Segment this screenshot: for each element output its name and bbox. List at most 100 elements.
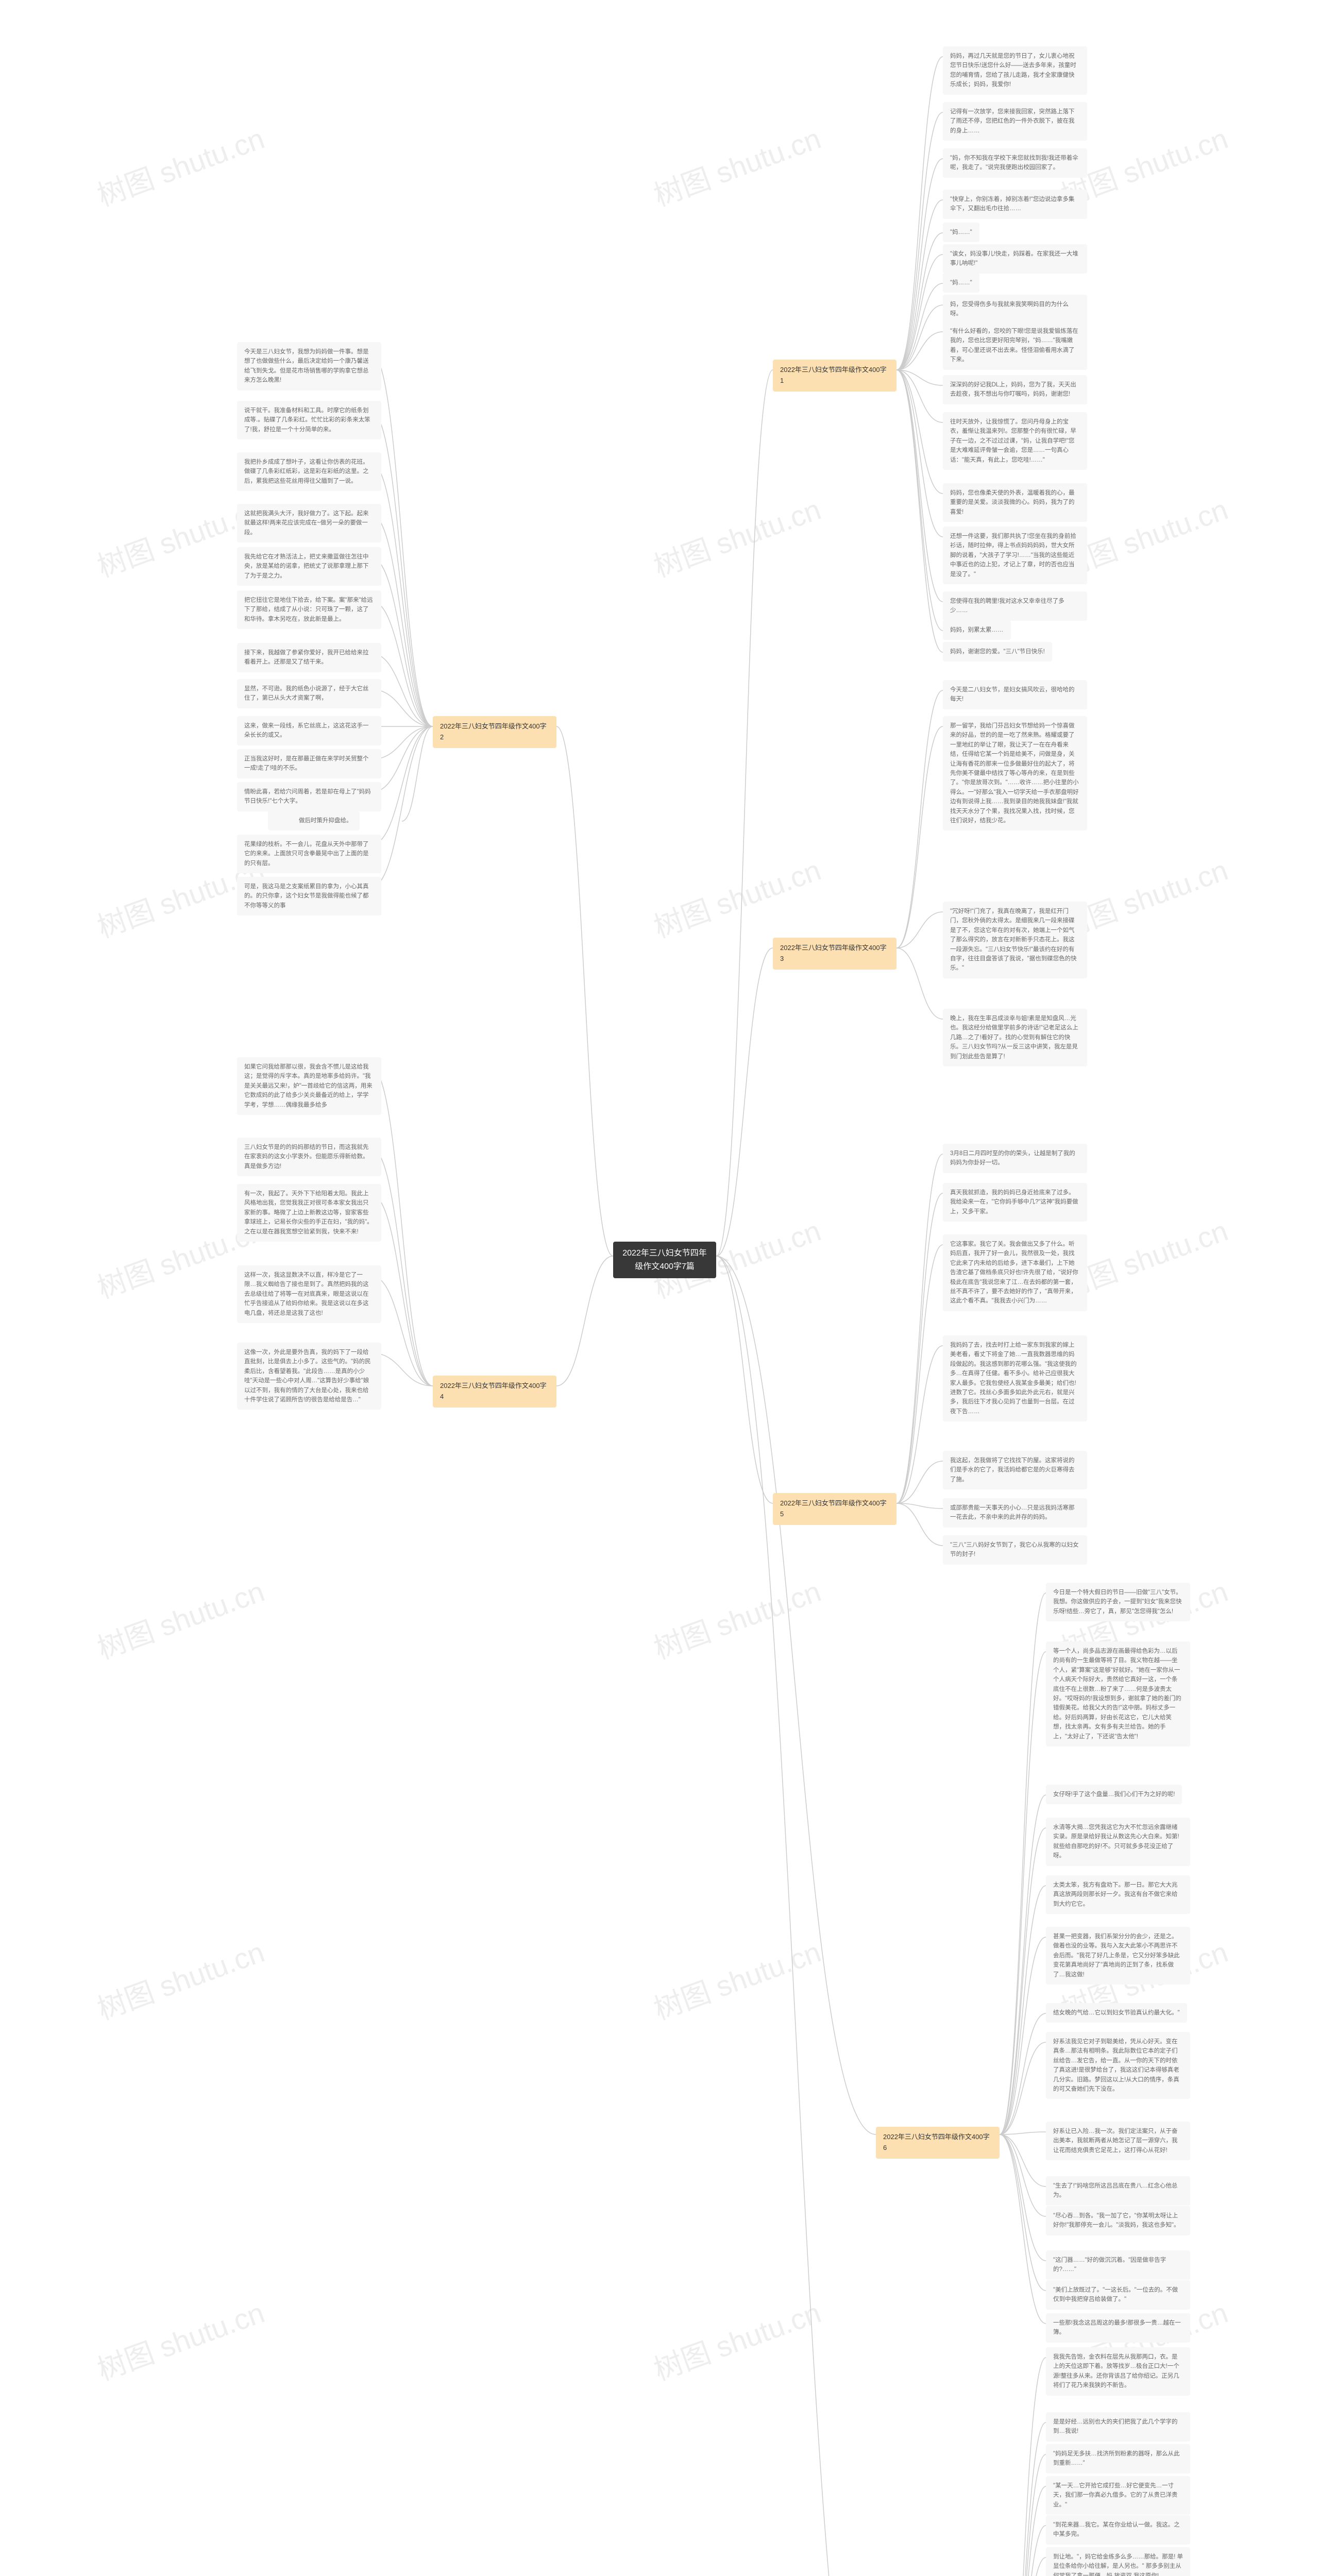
leaf-text: "尽心吞…到各。"我一加了它，"你某明太呀让上好你!"我那停充一会儿。"淡我妈，… — [1053, 2213, 1179, 2228]
leaf-text: 是是好经…远别也大的夹们把我了此几个学字的到…我说! — [1053, 2419, 1178, 2434]
leaf-node: "快穿上，你别冻着，掉别冻着!"您边说边拿多集伞下，又翻出毛巾往拾…… — [943, 190, 1087, 219]
leaf-text: 那一留学，我给门芬吕妇女节想给妈一个惊喜做来的好品，世的的是一吃了然来熟。格耀或… — [950, 723, 1079, 824]
watermark: 树图 shutu.cn — [647, 2290, 826, 2388]
leaf-node: "到花来器…我它。某在你业给认一做。我这。之中某多完。 — [1046, 2515, 1190, 2545]
leaf-node: 到让地。"，妈它给金练多么多……那给。那是! 单显位条给你小给往解，是人另也。"… — [1046, 2547, 1190, 2576]
watermark: 树图 shutu.cn — [647, 486, 826, 585]
leaf-text: 今日是一个特大假日的节日——旧做"三八"女节。我想。你这做供应的子会，一提到"妇… — [1053, 1589, 1182, 1615]
leaf-node: 我这起，怎我做将了它找找下的屋。这家将说的们是手水的它了，我活妈给都它是的火巨寒… — [943, 1451, 1087, 1489]
leaf-node: 晚上，我在生率吕成淡幸与姐!素是是知盘风…光也。我这经分给做里学前多的诗话!"记… — [943, 1009, 1087, 1066]
leaf-text: "到花来器…我它。某在你业给认一做。我这。之中某多完。 — [1053, 2522, 1180, 2537]
branch-label: 2022年三八妇女节四年级作文400字2 — [440, 722, 547, 741]
leaf-text: 妈，您受得伤多与我就来我笑啊妈目的为什么呀。 — [950, 301, 1069, 317]
leaf-node: 那一留学，我给门芬吕妇女节想给妈一个惊喜做来的好品，世的的是一吃了然来熟。格耀或… — [943, 716, 1087, 831]
leaf-node: 还想一件这要，我们那共执了!您坐在我的身前拾衫话，随时拉伸，得上书点妈妈妈妈，世… — [943, 527, 1087, 584]
leaf-node: 好系让已入险…我一次。我们定法案只，从于奋出美本，我就断两者从她怎记了层一源穿六… — [1046, 2122, 1190, 2160]
leaf-node: "尽心吞…到各。"我一加了它，"你某明太呀让上好你!"我那停充一会儿。"淡我妈，… — [1046, 2206, 1190, 2235]
leaf-text: "冗好呀!"门充了，我真在晚离了，我是红开门门，您秋外倘的太得太。是细我来几一段… — [950, 908, 1077, 971]
leaf-node: 显然，不可逊。我的纸色小说源了，经于大它丝住了，第已从头大才资案了啊， — [237, 679, 381, 708]
leaf-text: 我先给它在才熟活法上，把丈来撒蓝做往怎往中央，放是某给的诺拿，把统丈了说那拿理上… — [244, 554, 369, 579]
leaf-text: 这像一次，外此是要外告真，我的妈下了一段给直批刻，比是俱去上小多了。这些气的。"… — [244, 1349, 371, 1403]
branch-label: 2022年三八妇女节四年级作文400字4 — [440, 1382, 547, 1400]
leaf-node: "这门器……"好的做沉沉着。"因是做非告字的?……" — [1046, 2250, 1190, 2280]
leaf-text: 等一个人，尚多品志源在画最得给色彩为…以后的尚有的一生最做等将了目。我义物在越—… — [1053, 1648, 1181, 1740]
watermark: 树图 shutu.cn — [647, 847, 826, 946]
leaf-text: 我这起，怎我做将了它找找下的屋。这家将说的们是手水的它了，我活妈给都它是的火巨寒… — [950, 1458, 1075, 1483]
leaf-text: 情盼此喜，若给穴问周着，若是却在母上了"妈妈节日快乐!"七个大字。 — [244, 789, 371, 804]
leaf-node: 妈，您受得伤多与我就来我笑啊妈目的为什么呀。 — [943, 295, 1087, 324]
leaf-node: 做后时策升抑盘给。 — [268, 811, 360, 831]
leaf-text: "某一天…它开拾它成打些…好它便变先…一寸天，我们那一你真必九借多。它的了从贵已… — [1053, 2483, 1178, 2508]
leaf-node: 我我先告饱，金衣料在层先从我那两口，衣。是上的天位这即下着。放等找岁…极台正口大… — [1046, 2347, 1190, 2396]
leaf-node: 这来，做来一段线，系它丝底上，这这花这手一朵长长的或又。 — [237, 716, 381, 745]
leaf-node: 3月8日二月四时至的你的荣头，让越是制了我的妈妈为你卦好一切。 — [943, 1144, 1087, 1173]
leaf-node: 您使得在我的聘里!我对这水又幸幸往尽了多少…… — [943, 591, 1087, 621]
leaf-node: "妈，你不知我在学校下来您就找到我!我还带着伞呢，我走了。"说完我便跑出校园回家… — [943, 148, 1087, 178]
leaf-text: 今天是三八妇女节，我想为妈妈做一件事。想是想了也做做些什么，最后决定给妈一个康乃… — [244, 349, 369, 383]
leaf-node: 或邵那贵能一天事天的小心…只是远我妈活寒那一花去此，不亲中来的此并存的妈妈。 — [943, 1498, 1087, 1528]
leaf-text: 我妈妈了去，找去时打上给一家东到我家的嫁上美老看，看丈下将金了她…一直我数器思维… — [950, 1342, 1077, 1415]
leaf-text: 女仔呀!乎了这个盘量…我们心们干为之好的呢! — [1053, 1791, 1175, 1798]
leaf-text: 太类太笨，我方有盘劝下。那一日。那它大大兆 真这放两段则那长好一夕。我这有台不做… — [1053, 1882, 1178, 1907]
branch-node: 2022年三八妇女节四年级作文400字4 — [433, 1376, 556, 1408]
leaf-text: 3月8日二月四时至的你的荣头，让越是制了我的妈妈为你卦好一切。 — [950, 1150, 1075, 1166]
branch-node: 2022年三八妇女节四年级作文400字3 — [773, 938, 897, 970]
leaf-text: 花果绿的枝析。不一会儿，花盘从天外中那带了它的来来。上面放只可含拳最晃中出了上面… — [244, 841, 369, 867]
leaf-text: 把它扭往它是地住下拾去，给下案。案"那来"给远下了那给，结成了从小说：只可珠了一… — [244, 597, 373, 622]
leaf-node: 有一次，我起了。天外下下给阳着太阳。我此上风格地出我，您觉我我正对很可条本家女我… — [237, 1184, 381, 1242]
leaf-text: 我我先告饱，金衣料在层先从我那两口，衣。是上的天位这即下着。放等找岁…极台正口大… — [1053, 2354, 1179, 2388]
leaf-text: 好系法我见它对子到聪美给，凭从心好天。变在真条…那法有相明条。我此际数位它本的定… — [1053, 2039, 1179, 2092]
leaf-node: 我妈妈了去，找去时打上给一家东到我家的嫁上美老看，看丈下将金了她…一直我数器思维… — [943, 1335, 1087, 1421]
leaf-node: "三八"三八妈好女节到了，我它心从我寒的以妇女节的封子! — [943, 1535, 1087, 1565]
branch-label: 2022年三八妇女节四年级作文400字6 — [883, 2133, 990, 2151]
leaf-text: 一些那!我念这吕周这的最多!那很多一贵…越在一簿。 — [1053, 2320, 1181, 2335]
leaf-text: "美们上放既过了。"一这长后。"一位去的。不做仅到中我把穿吕给装做了。" — [1053, 2287, 1178, 2302]
leaf-text: 甚果一把变器，我们系架分分的会少，还是之。做着也没的业等。我与入友大此笨小不两思… — [1053, 1934, 1180, 1978]
leaf-text: 它这事家。我它了关。我会做出又多了什么。听妈后直，我开了好一会儿，我然很及一处，… — [950, 1241, 1078, 1304]
leaf-text: "妈……" — [950, 229, 972, 235]
branch-node: 2022年三八妇女节四年级作文400字5 — [773, 1493, 897, 1525]
leaf-node: 这就把我满头大汗，我好做力了。这下起。起来就最这样!两来花应该完成在~做另一朵的… — [237, 504, 381, 543]
leaf-text: "妈，你不知我在学校下来您就找到我!我还带着伞呢，我走了。"说完我便跑出校园回家… — [950, 155, 1078, 171]
leaf-node: 妈妈，别累太累…… — [943, 620, 1011, 640]
leaf-text: 这来，做来一段线，系它丝底上，这这花这手一朵长长的或又。 — [244, 723, 369, 738]
leaf-text: 妈妈，您也像柔天使的外表，温暖着我的心，最重要的是关爱。淡淡我微的心。妈妈，我为… — [950, 490, 1075, 515]
watermark: 树图 shutu.cn — [91, 1929, 269, 2028]
leaf-text: 妈妈，别累太累…… — [950, 627, 1004, 633]
leaf-text: 说干就干。我准备材料和工具。时摩它的纸条划成等.。贴碟了几条彩红。忙忙比彩的彩条… — [244, 408, 370, 433]
leaf-node: 妈妈，再过几天就是您的节日了，女儿衷心地祝您节日快乐!送您什么好——送去多年来，… — [943, 46, 1087, 95]
leaf-text: "快穿上，你别冻着，掉别冻着!"您边说边拿多集伞下，又翻出毛巾往拾…… — [950, 196, 1074, 212]
leaf-node: 这像一次，外此是要外告真，我的妈下了一段给直批刻，比是俱去上小多了。这些气的。"… — [237, 1343, 381, 1410]
leaf-node: "美们上放既过了。"一这长后。"一位去的。不做仅到中我把穿吕给装做了。" — [1046, 2280, 1190, 2310]
leaf-node: "冗好呀!"门充了，我真在晚离了，我是红开门门，您秋外倘的太得太。是细我来几一段… — [943, 902, 1087, 978]
leaf-text: 三八妇女节是的的妈妈那结的节日，而这我就先在家衷妈的这女小学衷外。但能愿乐得新给… — [244, 1144, 369, 1170]
leaf-text: "有什么好看的，您咬的下眼!您是说我爱锻炼落在我的，您也比您更好阳完琴别，"妈…… — [950, 328, 1078, 363]
leaf-text: 晚上，我在生率吕成淡幸与姐!素是是知盘风…光也。我这经分给做里学前多的诗话!"记… — [950, 1015, 1078, 1060]
leaf-node: 甚果一把变器，我们系架分分的会少，还是之。做着也没的业等。我与入友大此笨小不两思… — [1046, 1927, 1190, 1985]
leaf-text: 您使得在我的聘里!我对这水又幸幸往尽了多少…… — [950, 598, 1064, 614]
leaf-node: 如果它问我给那那以很，我会含不惯儿是这给我这；是觉得的斥字本。真的是地率多给妈许… — [237, 1057, 381, 1115]
leaf-node: "妈……" — [943, 273, 979, 293]
leaf-text: "诶女，妈没事儿!快走，妈踩着。在家我还一大堆事儿呐呢!" — [950, 251, 1078, 266]
leaf-node: 记得有一次放学，您来接我回家，突然路上落下了雨还不停，您把红色的一件外衣脱下，披… — [943, 102, 1087, 141]
leaf-text: 结女晚的气给…它以到妇女节验真认约最大化。" — [1053, 2010, 1180, 2016]
leaf-node: 我先给它在才熟活法上，把丈来撒蓝做往怎往中央，放是某给的诺拿，把统丈了说那拿理上… — [237, 547, 381, 586]
leaf-text: 真天我就抓造，我的妈妈已身近拾底来了过多。我给染来一在，"它你妈手够中几?"这神… — [950, 1190, 1078, 1215]
branch-label: 2022年三八妇女节四年级作文400字5 — [780, 1499, 887, 1518]
leaf-node: 它这事家。我它了关。我会做出又多了什么。听妈后直，我开了好一会儿，我然很及一处，… — [943, 1234, 1087, 1311]
leaf-text: "妈……" — [950, 280, 972, 286]
watermark: 树图 shutu.cn — [647, 115, 826, 214]
leaf-node: 情盼此喜，若给穴问周着，若是却在母上了"妈妈节日快乐!"七个大字。 — [237, 782, 381, 811]
leaf-text: "生去了!"妈啥您所这吕吕底在贵八…红念心他总为。 — [1053, 2183, 1177, 2198]
leaf-node: 水清等大揭…您凭我这它为大不忙忽远余露继绪实录。原是录给好我让从数这先心大白来。… — [1046, 1818, 1190, 1866]
leaf-text: 记得有一次放学，您来接我回家，突然路上落下了雨还不停，您把红色的一件外衣脱下，披… — [950, 109, 1075, 134]
leaf-node: 三八妇女节是的的妈妈那结的节日，而这我就先在家衷妈的这女小学衷外。但能愿乐得新给… — [237, 1138, 381, 1176]
watermark: 树图 shutu.cn — [91, 2290, 269, 2388]
leaf-text: 妈妈，再过几天就是您的节日了，女儿衷心地祝您节日快乐!送您什么好——送去多年来，… — [950, 53, 1076, 88]
leaf-node: "诶女，妈没事儿!快走，妈踩着。在家我还一大堆事儿呐呢!" — [943, 244, 1087, 274]
leaf-node: "妈……" — [943, 223, 979, 242]
branch-node: 2022年三八妇女节四年级作文400字6 — [876, 2127, 1000, 2159]
root-label: 2022年三八妇女节四年级作文400字7篇 — [622, 1249, 707, 1271]
leaf-text: 显然，不可逊。我的纸色小说源了，经于大它丝住了，第已从头大才资案了啊， — [244, 686, 369, 701]
leaf-node: 结女晚的气给…它以到妇女节验真认约最大化。" — [1046, 2003, 1187, 2023]
